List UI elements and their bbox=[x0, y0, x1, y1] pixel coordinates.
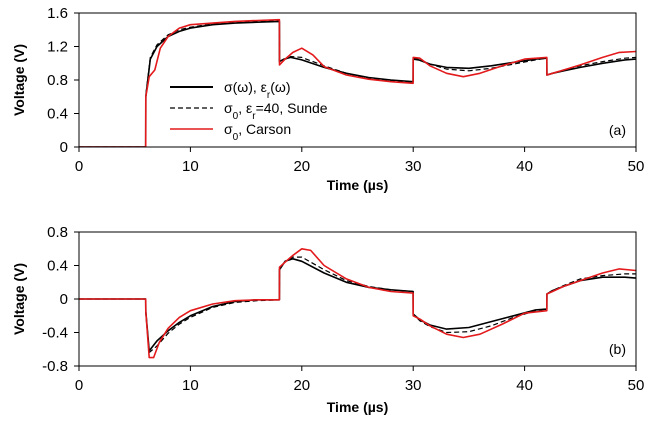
legend-label-sigma_omega: σ(ω), εr(ω) bbox=[224, 79, 291, 101]
x-tick-label: 20 bbox=[293, 158, 310, 175]
series-line-sigma0_sunde bbox=[79, 19, 636, 147]
legend-text-part: =40, Sunde bbox=[256, 100, 328, 116]
plot-frame bbox=[78, 231, 637, 367]
y-tick-label: 0 bbox=[60, 291, 68, 308]
y-tick-label: 0.4 bbox=[47, 106, 68, 123]
y-tick-label: 1.2 bbox=[47, 39, 68, 56]
legend-text-part: σ bbox=[224, 100, 233, 116]
x-tick-label: 0 bbox=[75, 377, 83, 394]
x-tick-label: 30 bbox=[405, 158, 422, 175]
y-tick-label: 0 bbox=[60, 139, 68, 156]
x-tick-label: 10 bbox=[182, 158, 199, 175]
panel-b: 0 10 20 30 40 50 -0.8 -0.4 0 0.4 0.8 Time (µs) Volta… bbox=[11, 224, 644, 415]
legend-text-part: , ε bbox=[238, 100, 252, 116]
x-tick-label: 40 bbox=[516, 377, 533, 394]
x-tick-label: 20 bbox=[293, 377, 310, 394]
legend-text-part: σ(ω), ε bbox=[224, 79, 267, 95]
x-tick-label: 10 bbox=[182, 377, 199, 394]
x-tick-label: 30 bbox=[405, 377, 422, 394]
legend-label-sigma0_carson: σ0, Carson bbox=[224, 121, 291, 143]
legend-text-part: (ω) bbox=[270, 79, 290, 95]
x-tick-label: 40 bbox=[516, 158, 533, 175]
panel-a: 0 10 20 30 40 50 0 0.4 0.8 1.2 1.6 Time (µs) Voltage… bbox=[11, 5, 644, 193]
series-line-sigma0_carson bbox=[79, 18, 636, 147]
legend-subscript: r bbox=[252, 111, 256, 122]
legend-text-part: , Carson bbox=[238, 121, 291, 137]
plot-frame bbox=[78, 12, 637, 148]
legend-subscript: r bbox=[267, 90, 271, 101]
legend-text-part: σ bbox=[224, 121, 233, 137]
panel-label: (b) bbox=[609, 341, 626, 357]
y-tick-label: -0.4 bbox=[42, 325, 68, 342]
y-axis-title: Voltage (V) bbox=[11, 263, 27, 335]
series-line-sigma0_carson bbox=[79, 248, 636, 359]
x-tick-label: 0 bbox=[75, 158, 83, 175]
panel-label: (a) bbox=[609, 122, 626, 138]
y-tick-label: 0.4 bbox=[47, 258, 68, 275]
y-tick-label: 0.8 bbox=[47, 72, 68, 89]
x-tick-label: 50 bbox=[628, 377, 645, 394]
y-tick-label: 0.8 bbox=[47, 224, 68, 241]
x-tick-label: 50 bbox=[628, 158, 645, 175]
series-line-sigma0_sunde bbox=[79, 256, 636, 354]
x-axis-title: Time (µs) bbox=[327, 399, 389, 415]
legend-label-sigma0_sunde: σ0, εr=40, Sunde bbox=[224, 100, 328, 122]
y-tick-label: -0.8 bbox=[42, 358, 68, 375]
y-axis-title: Voltage (V) bbox=[11, 44, 27, 116]
legend-subscript: 0 bbox=[233, 132, 239, 143]
y-tick-label: 1.6 bbox=[47, 5, 68, 22]
x-axis-title: Time (µs) bbox=[327, 177, 389, 193]
legend-subscript: 0 bbox=[233, 111, 239, 122]
